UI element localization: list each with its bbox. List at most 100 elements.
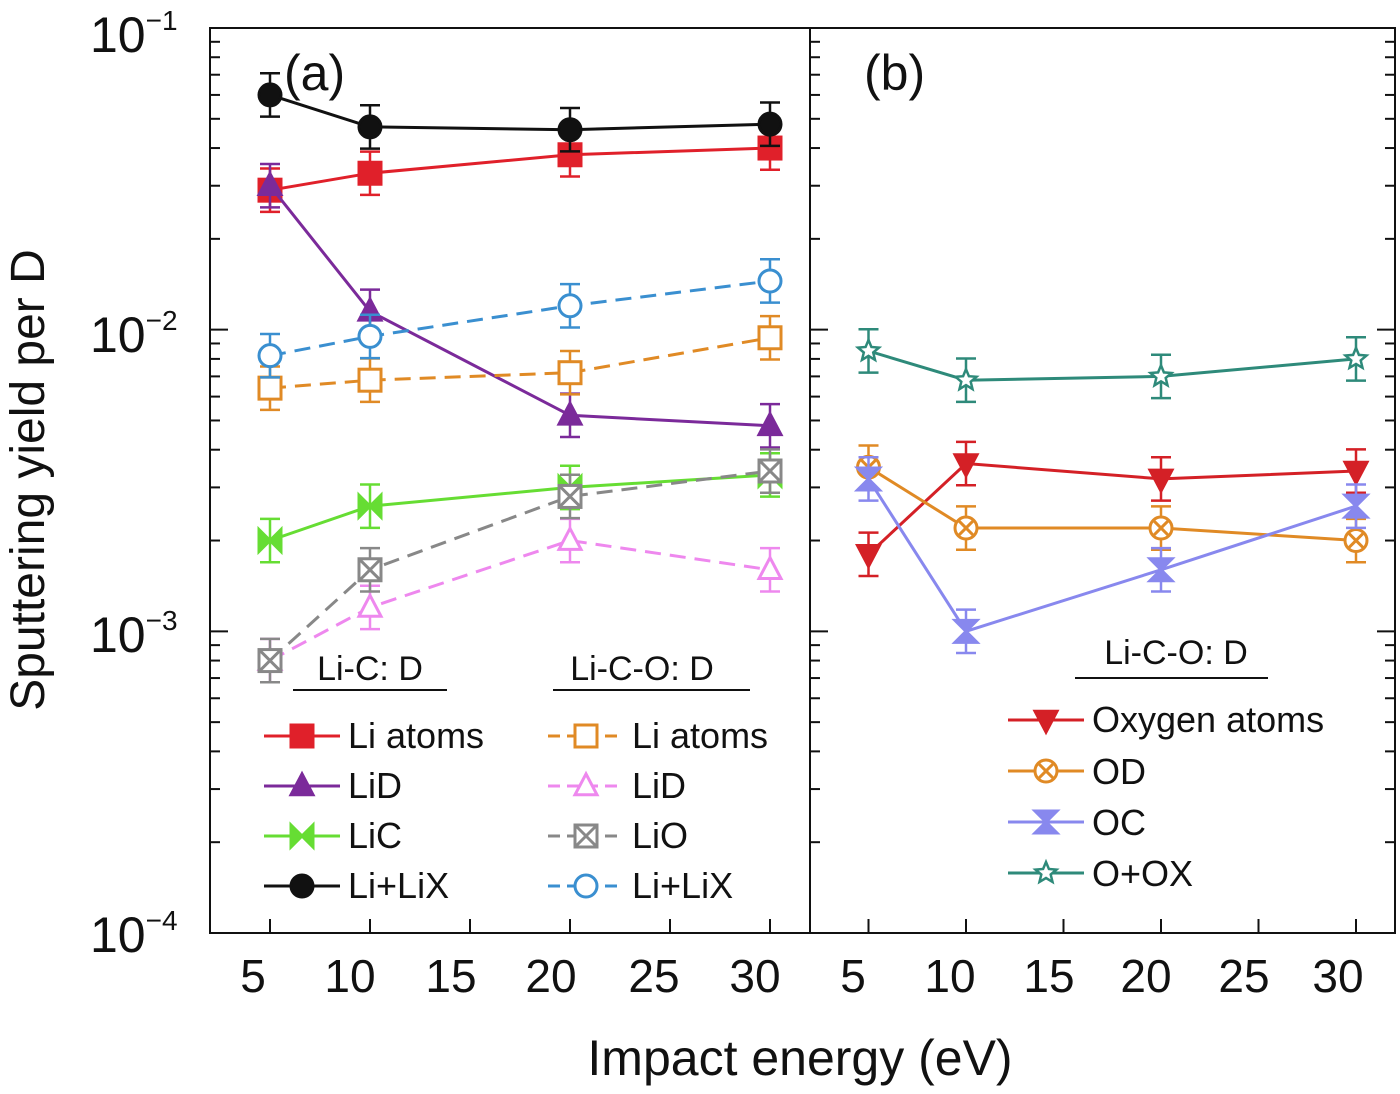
legend-label: Li atoms [632, 715, 768, 756]
data-point [357, 160, 383, 186]
panel-b-label: (b) [864, 45, 925, 101]
data-point [556, 400, 584, 426]
legend-symbol [264, 821, 340, 851]
legend-label: Oxygen atoms [1092, 699, 1324, 740]
legend-symbol [548, 873, 624, 899]
data-point [1342, 344, 1370, 371]
legend-symbol [264, 873, 340, 899]
data-point [556, 525, 584, 551]
legend-li-c: Li atoms LiD LiC Li+LiX [264, 715, 484, 906]
legend-symbol [1008, 809, 1084, 835]
series-line-li-atoms [269, 146, 771, 192]
data-point [757, 111, 783, 137]
series-line-lid [269, 538, 771, 662]
x-tick-label: 10 [324, 950, 375, 1002]
x-tick-label: 5 [840, 950, 866, 1002]
legend-symbol [548, 723, 624, 749]
series-line-lic [269, 473, 771, 542]
data-point [257, 525, 283, 556]
data-point [1343, 528, 1369, 554]
data-point [256, 170, 284, 197]
legend-symbol [1008, 709, 1084, 736]
data-point [357, 114, 383, 140]
data-point [951, 618, 981, 644]
data-point [953, 515, 979, 541]
data-point [557, 117, 583, 143]
legend-marker [289, 821, 315, 851]
legend-label: LiO [632, 815, 688, 856]
x-tick-label: 30 [1312, 950, 1363, 1002]
legend-label: Li+LiX [348, 865, 449, 906]
y-tick-label-1e-4: 10−4 [90, 905, 178, 963]
legend-label: Li atoms [348, 715, 484, 756]
legend-marker [573, 823, 599, 849]
legend-marker [573, 723, 599, 749]
legend-group-li-c-o: Li-C-O: D [570, 650, 714, 688]
y-axis-title: Sputtering yield per D [2, 249, 55, 711]
data-point [257, 82, 283, 108]
data-point [357, 367, 383, 393]
legend-symbol [548, 770, 624, 797]
x-tick-labels-b: 5 10 15 20 25 30 [840, 950, 1363, 1002]
data-point [357, 323, 383, 349]
data-point [557, 483, 583, 509]
series-line-lid [268, 184, 771, 428]
y-tick-label-1e-3: 10−3 [90, 605, 178, 663]
legend-symbol [264, 770, 340, 797]
series-line-od [867, 465, 1357, 542]
series-line-oc [867, 478, 1357, 634]
legend-marker [1031, 809, 1061, 835]
legend-b: Oxygen atoms OD OC O+OX [1008, 699, 1324, 894]
data-point [952, 365, 980, 392]
legend-label: OC [1092, 802, 1146, 843]
data-point [1146, 557, 1176, 583]
legend-symbol [264, 723, 340, 749]
data-point [1147, 468, 1175, 495]
data-point [356, 592, 384, 618]
legend-marker [288, 770, 316, 797]
data-point [1342, 460, 1370, 487]
data-point [757, 325, 783, 351]
series-line-li-atoms [269, 336, 771, 390]
data-point [357, 491, 383, 521]
legend-label: OD [1092, 751, 1146, 792]
x-tick-label: 10 [924, 950, 975, 1002]
series-line-li-lix [269, 279, 771, 358]
panel-a-label: (a) [284, 45, 345, 101]
data-point [756, 410, 784, 437]
legend-marker [1032, 709, 1060, 736]
legend-label: LiD [348, 765, 402, 806]
data-point [853, 466, 884, 492]
data-point [757, 458, 783, 484]
x-tick-label: 15 [1023, 950, 1074, 1002]
panel-a [209, 27, 811, 934]
data-point [854, 336, 883, 363]
data-point [952, 453, 980, 479]
data-point [1147, 362, 1175, 388]
legend-symbol [1008, 758, 1084, 784]
legend-marker [289, 873, 315, 899]
legend-marker [289, 723, 315, 749]
x-axis-title: Impact energy (eV) [587, 1030, 1012, 1086]
legend-marker [1032, 858, 1060, 885]
x-tick-label: 5 [240, 950, 266, 1002]
data-point [557, 360, 583, 386]
legend-label: LiC [348, 815, 402, 856]
data-point [1341, 493, 1371, 519]
panel-b-frame [809, 27, 1396, 934]
series-line-o-ox [868, 349, 1357, 382]
legend-label: O+OX [1092, 853, 1193, 894]
legend-label: Li+LiX [632, 865, 733, 906]
y-tick-labels: 10−1 10−2 10−3 10−4 [90, 5, 178, 963]
data-point [757, 268, 783, 294]
data-point [257, 375, 283, 401]
x-tick-labels-a: 5 10 15 20 25 30 [240, 950, 780, 1002]
x-tick-label: 25 [1218, 950, 1269, 1002]
panel-b [809, 27, 1396, 934]
legend-marker [573, 873, 599, 899]
x-tick-label: 20 [1120, 950, 1171, 1002]
data-point [257, 343, 283, 369]
series-line-li-lix [269, 93, 771, 132]
legend-label: LiD [632, 765, 686, 806]
x-tick-label: 25 [628, 950, 679, 1002]
